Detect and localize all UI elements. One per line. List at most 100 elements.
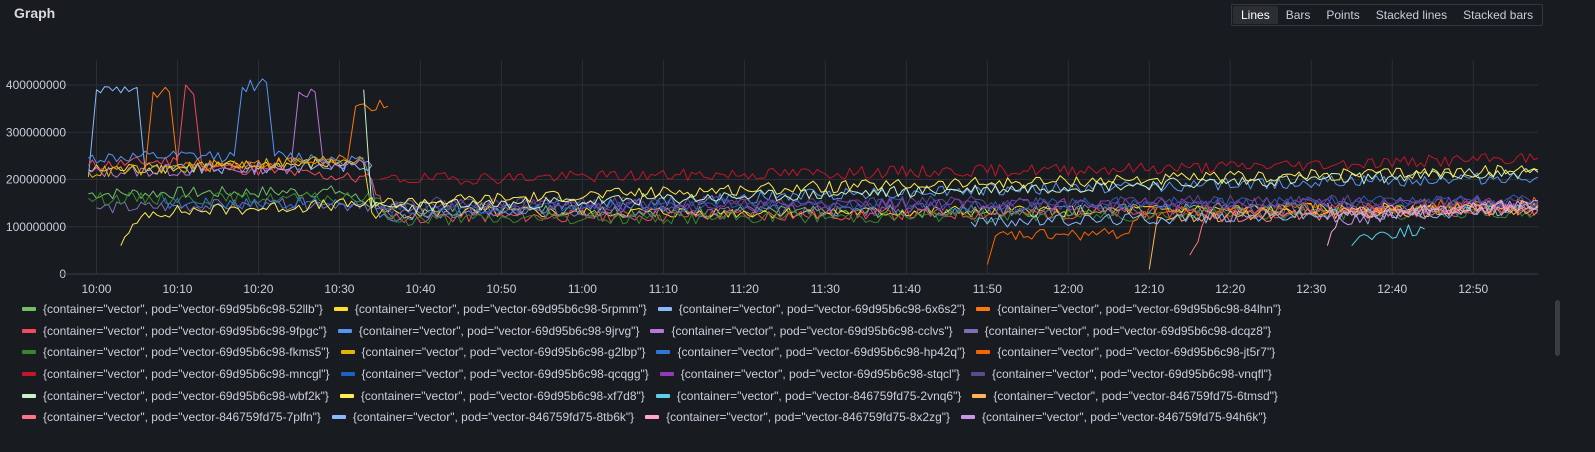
series-line — [87, 86, 373, 178]
legend-item[interactable]: {container="vector", pod="vector-69d95b6… — [650, 323, 953, 338]
legend-item[interactable]: {container="vector", pod="vector-69d95b6… — [657, 302, 965, 316]
series-line — [970, 204, 1539, 228]
series-line — [363, 89, 1539, 213]
legend-label: {container="vector", pod="vector-69d95b6… — [43, 388, 329, 403]
legend-swatch — [645, 415, 660, 420]
legend-swatch — [339, 393, 354, 398]
x-tick-label: 10:40 — [405, 282, 435, 296]
series-line — [379, 194, 1539, 214]
x-tick-label: 12:20 — [1215, 282, 1245, 296]
x-tick-label: 10:50 — [486, 282, 516, 296]
x-tick-label: 10:00 — [81, 282, 111, 296]
chart-legend: {container="vector", pod="vector-69d95b6… — [22, 298, 1542, 428]
legend-label: {container="vector", pod="vector-69d95b6… — [43, 345, 330, 360]
x-tick-label: 11:30 — [811, 282, 840, 296]
legend-label: {container="vector", pod="vector-69d95b6… — [354, 301, 647, 316]
legend-swatch — [340, 371, 355, 376]
legend-swatch — [650, 328, 665, 333]
legend-swatch — [971, 371, 985, 376]
view-mode-toggle: Lines Bars Points Stacked lines Stacked … — [1231, 4, 1544, 26]
legend-swatch — [656, 350, 671, 355]
series-line — [1351, 224, 1425, 247]
x-tick-label: 12:40 — [1377, 282, 1407, 296]
legend-label: {container="vector", pod="vector-69d95b6… — [43, 301, 323, 316]
legend-item[interactable]: {container="vector", pod="vector-69d95b6… — [340, 366, 649, 381]
legend-swatch — [22, 328, 36, 333]
series-line — [88, 84, 1539, 224]
legend-row: {container="vector", pod="vector-846759f… — [22, 406, 1542, 428]
y-tick-label: 100000000 — [6, 220, 66, 234]
legend-label: {container="vector", pod="vector-69d95b6… — [671, 323, 953, 338]
view-option-stacked-bars[interactable]: Stacked bars — [1463, 8, 1534, 22]
legend-item[interactable]: {container="vector", pod="vector-846759f… — [961, 410, 1267, 424]
legend-swatch — [655, 393, 670, 398]
x-tick-label: 10:10 — [162, 282, 192, 296]
legend-label: {container="vector", pod="vector-69d95b6… — [361, 366, 649, 381]
legend-swatch — [659, 371, 674, 376]
x-tick-label: 11:00 — [568, 282, 597, 296]
legend-swatch — [961, 415, 976, 420]
legend-scrollbar[interactable] — [1555, 300, 1560, 356]
legend-item[interactable]: {container="vector", pod="vector-69d95b6… — [340, 345, 646, 360]
legend-swatch — [340, 350, 355, 355]
legend-item[interactable]: {container="vector", pod="vector-846759f… — [331, 410, 635, 425]
legend-item[interactable]: {container="vector", pod="vector-69d95b6… — [22, 367, 330, 381]
legend-item[interactable]: {container="vector", pod="vector-69d95b6… — [971, 367, 1272, 381]
view-option-points[interactable]: Points — [1326, 8, 1360, 22]
x-tick-label: 11:10 — [649, 282, 678, 296]
legend-item[interactable]: {container="vector", pod="vector-846759f… — [655, 388, 962, 403]
legend-item[interactable]: {container="vector", pod="vector-69d95b6… — [963, 323, 1272, 338]
legend-row: {container="vector", pod="vector-69d95b6… — [22, 385, 1542, 407]
series-line — [160, 196, 365, 210]
legend-swatch — [22, 415, 36, 420]
legend-label: {container="vector", pod="vector-846759f… — [43, 410, 321, 425]
legend-label: {container="vector", pod="vector-69d95b6… — [997, 301, 1282, 316]
series-line — [88, 88, 373, 178]
legend-label: {container="vector", pod="vector-69d95b6… — [361, 345, 646, 360]
legend-swatch — [976, 350, 991, 355]
legend-row: {container="vector", pod="vector-69d95b6… — [22, 341, 1542, 363]
legend-item[interactable]: {container="vector", pod="vector-69d95b6… — [22, 324, 327, 338]
legend-row: {container="vector", pod="vector-69d95b6… — [22, 363, 1542, 385]
legend-item[interactable]: {container="vector", pod="vector-69d95b6… — [22, 389, 329, 403]
legend-item[interactable]: {container="vector", pod="vector-69d95b6… — [659, 366, 960, 381]
legend-label: {container="vector", pod="vector-846759f… — [352, 410, 635, 425]
legend-swatch — [22, 350, 36, 355]
legend-label: {container="vector", pod="vector-69d95b6… — [997, 345, 1276, 360]
legend-item[interactable]: {container="vector", pod="vector-846759f… — [972, 389, 1278, 403]
legend-item[interactable]: {container="vector", pod="vector-69d95b6… — [333, 301, 647, 316]
x-tick-label: 12:10 — [1134, 282, 1164, 296]
legend-label: {container="vector", pod="vector-69d95b6… — [43, 323, 327, 338]
view-option-lines[interactable]: Lines — [1233, 6, 1278, 24]
legend-label: {container="vector", pod="vector-69d95b6… — [680, 366, 960, 381]
view-option-bars[interactable]: Bars — [1285, 8, 1311, 22]
legend-label: {container="vector", pod="vector-846759f… — [666, 410, 951, 425]
legend-label: {container="vector", pod="vector-69d95b6… — [992, 366, 1272, 381]
line-chart[interactable]: 010000000020000000030000000040000000010:… — [0, 0, 1595, 300]
legend-swatch — [963, 328, 978, 333]
legend-item[interactable]: {container="vector", pod="vector-846759f… — [645, 410, 950, 424]
legend-item[interactable]: {container="vector", pod="vector-846759f… — [22, 410, 321, 424]
legend-label: {container="vector", pod="vector-69d95b6… — [360, 388, 645, 403]
panel-title: Graph — [14, 5, 56, 21]
legend-label: {container="vector", pod="vector-846759f… — [993, 388, 1278, 403]
legend-item[interactable]: {container="vector", pod="vector-69d95b6… — [656, 345, 965, 359]
legend-item[interactable]: {container="vector", pod="vector-69d95b6… — [22, 345, 330, 359]
legend-label: {container="vector", pod="vector-846759f… — [982, 410, 1267, 425]
y-tick-label: 200000000 — [6, 173, 66, 187]
x-tick-label: 10:20 — [243, 282, 273, 296]
view-option-stacked-lines[interactable]: Stacked lines — [1375, 8, 1448, 22]
legend-item[interactable]: {container="vector", pod="vector-69d95b6… — [976, 302, 1281, 316]
series-line — [1189, 204, 1539, 256]
legend-item[interactable]: {container="vector", pod="vector-69d95b6… — [339, 388, 645, 403]
legend-row: {container="vector", pod="vector-69d95b6… — [22, 298, 1542, 320]
legend-label: {container="vector", pod="vector-69d95b6… — [677, 345, 966, 360]
legend-label: {container="vector", pod="vector-846759f… — [676, 388, 962, 403]
legend-item[interactable]: {container="vector", pod="vector-69d95b6… — [22, 302, 323, 316]
x-tick-label: 10:30 — [324, 282, 354, 296]
legend-item[interactable]: {container="vector", pod="vector-69d95b6… — [976, 345, 1275, 359]
legend-label: {container="vector", pod="vector-69d95b6… — [984, 323, 1272, 338]
legend-item[interactable]: {container="vector", pod="vector-69d95b6… — [337, 324, 639, 338]
y-tick-label: 300000000 — [6, 125, 66, 139]
legend-swatch — [337, 328, 352, 333]
